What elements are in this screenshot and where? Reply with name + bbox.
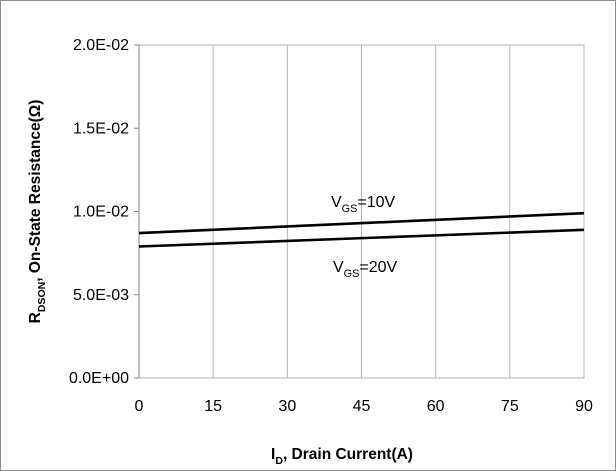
y-axis-title: RDSON, On-State Resistance(Ω) xyxy=(27,100,48,324)
y-tick-label: 1.0E-02 xyxy=(73,204,129,221)
y-tick-label: 1.5E-02 xyxy=(73,120,129,137)
x-tick-label: 45 xyxy=(353,398,371,415)
y-tick-label: 2.0E-02 xyxy=(73,37,129,54)
y-tick-label: 0.0E+00 xyxy=(69,370,129,387)
series-label-vgs-10v: VGS=10V xyxy=(331,194,396,215)
x-axis-title: ID, Drain Current(A) xyxy=(271,446,413,467)
x-tick-label: 90 xyxy=(575,398,593,415)
x-tick-label: 30 xyxy=(278,398,296,415)
series-line-2 xyxy=(138,228,585,248)
series-line-1 xyxy=(138,211,585,235)
x-tick-label: 15 xyxy=(204,398,222,415)
series-label-vgs-20v: VGS=20V xyxy=(333,259,398,280)
x-tick-label: 0 xyxy=(135,398,144,415)
x-tick-label: 75 xyxy=(501,398,519,415)
x-tick-label: 60 xyxy=(427,398,445,415)
y-tick-label: 5.0E-03 xyxy=(73,287,129,304)
